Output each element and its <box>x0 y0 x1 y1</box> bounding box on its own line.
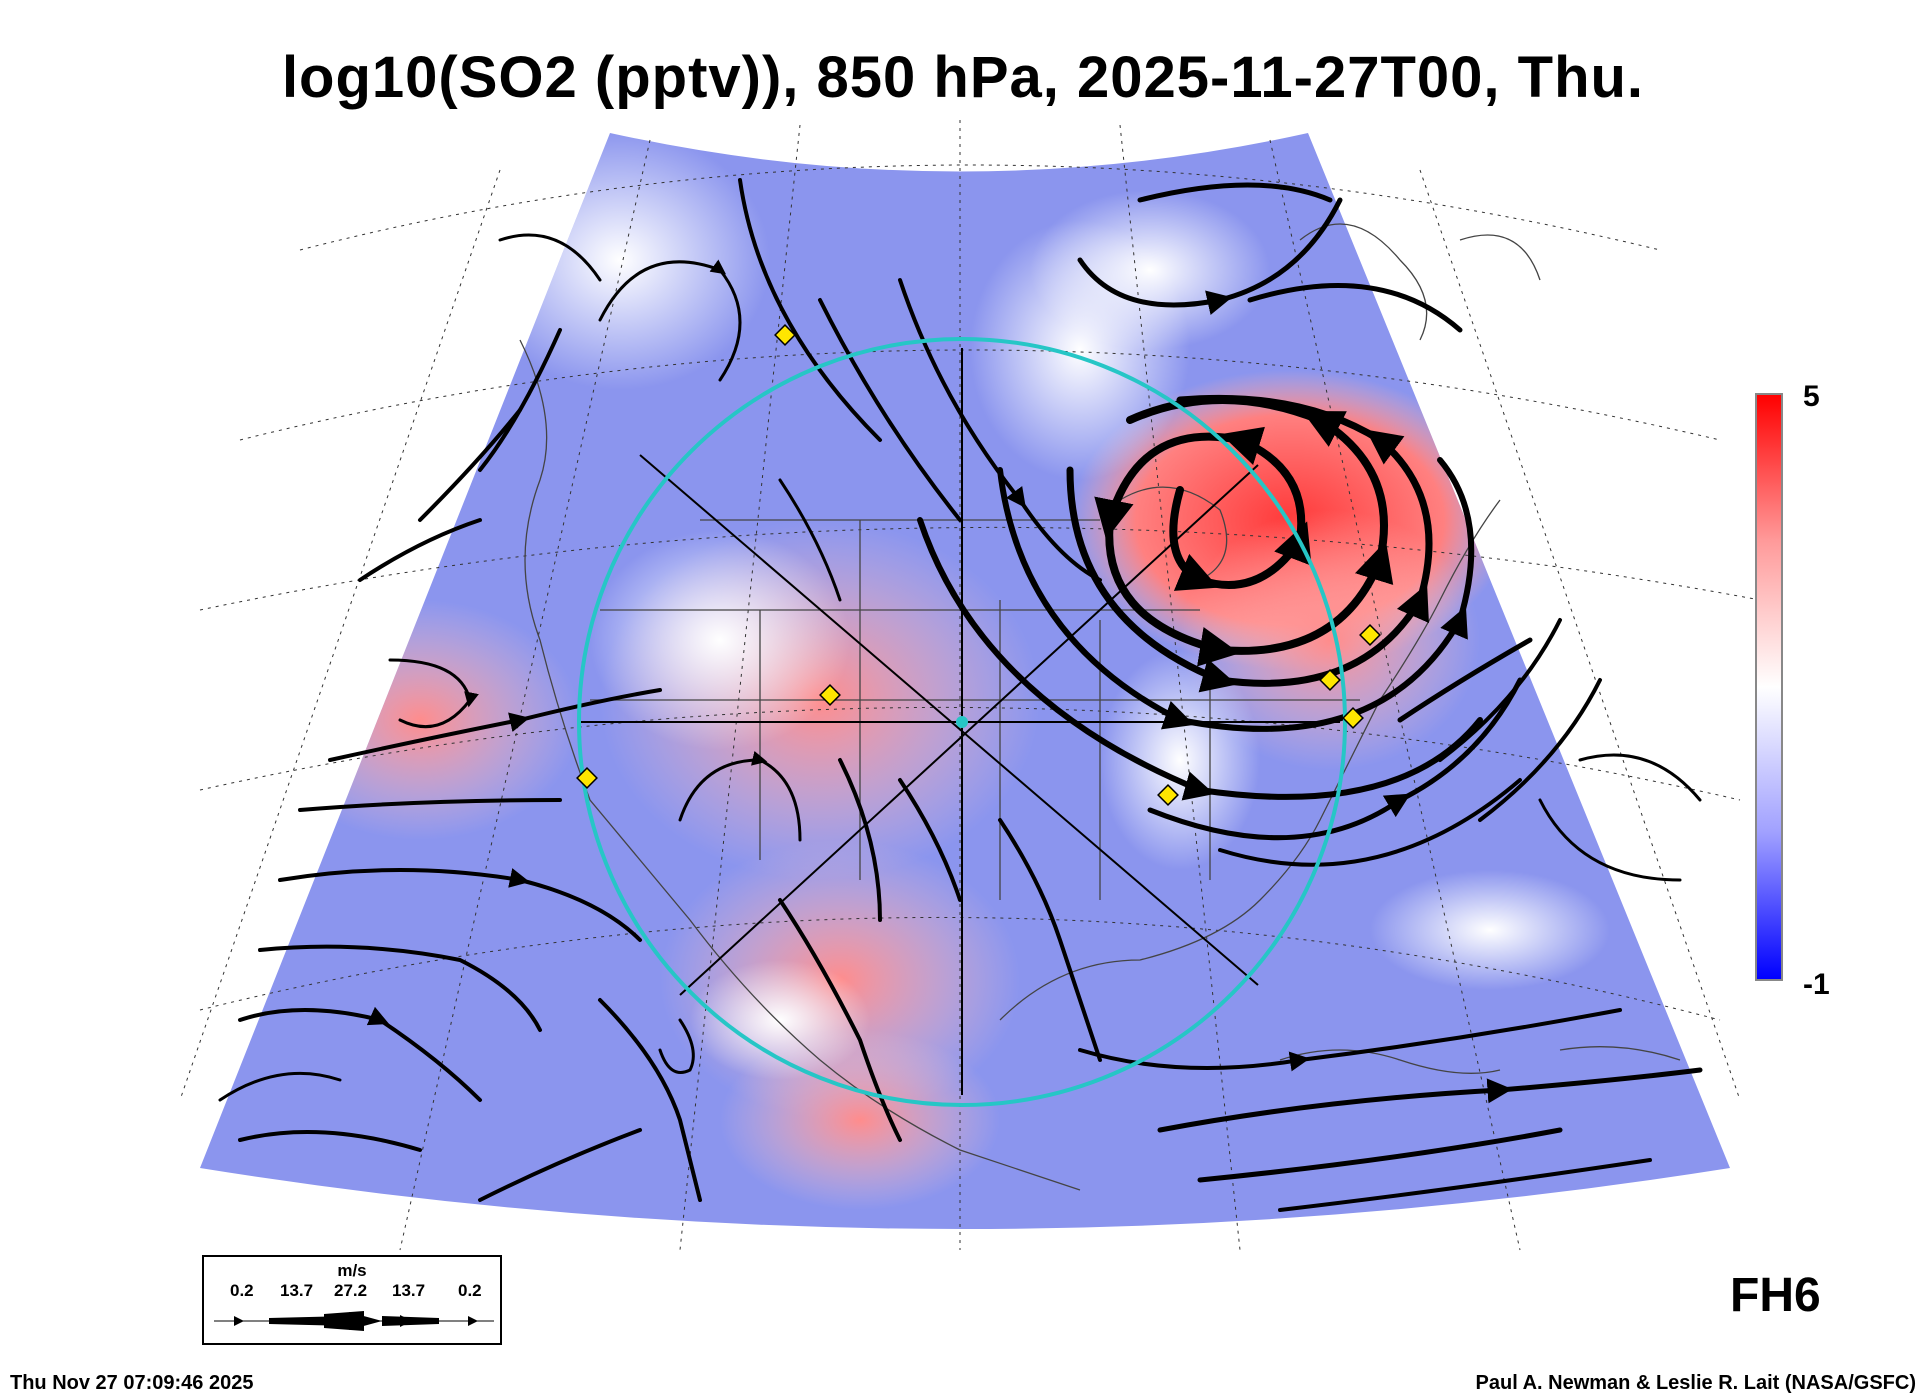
station-marker[interactable] <box>774 324 796 346</box>
legend-speed-label: 27.2 <box>334 1281 368 1300</box>
legend-speed-label: 13.7 <box>392 1281 426 1300</box>
legend-speed-label: 0.2 <box>458 1281 482 1300</box>
range-ring-center <box>956 716 968 728</box>
station-marker[interactable] <box>576 767 598 789</box>
legend-arrow-scale <box>214 1311 494 1331</box>
station-marker[interactable] <box>1342 707 1364 729</box>
colorbar-max-label: 5 <box>1803 380 1820 413</box>
station-marker[interactable] <box>1319 669 1341 691</box>
credit-line: Paul A. Newman & Leslie R. Lait (NASA/GS… <box>1475 1372 1916 1394</box>
colorbar-min-label: -1 <box>1803 968 1830 1001</box>
colorbar <box>1755 393 1783 981</box>
wind-streamlines <box>218 178 1703 1212</box>
wind-speed-legend: m/s 0.2 13.7 27.2 13.7 0.2 <box>202 1255 502 1345</box>
legend-unit: m/s <box>337 1261 367 1280</box>
station-markers <box>576 324 1381 806</box>
range-ring <box>577 337 1347 1107</box>
station-marker[interactable] <box>1157 784 1179 806</box>
station-marker[interactable] <box>819 684 841 706</box>
forecast-hour-label: FH6 <box>1730 1269 1821 1322</box>
render-timestamp: Thu Nov 27 07:09:46 2025 <box>10 1372 254 1394</box>
station-marker[interactable] <box>1359 624 1381 646</box>
legend-speed-label: 0.2 <box>230 1281 254 1300</box>
map-title: log10(SO2 (pptv)), 850 hPa, 2025-11-27T0… <box>281 45 1645 110</box>
legend-speed-label: 13.7 <box>280 1281 314 1300</box>
